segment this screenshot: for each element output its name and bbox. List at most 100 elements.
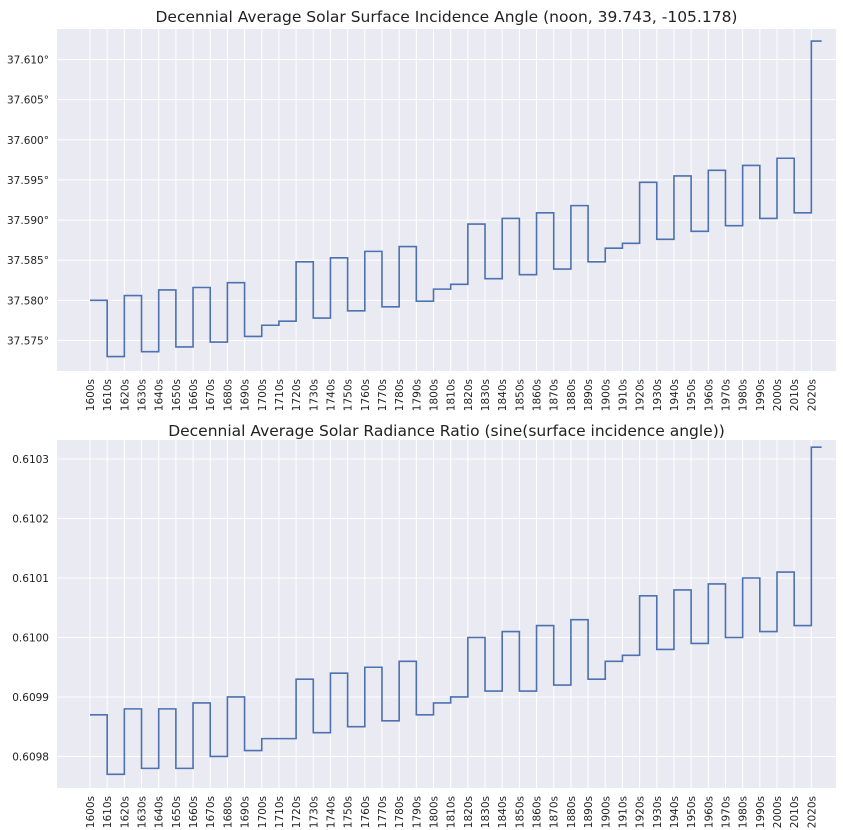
plot-area [57,440,836,788]
x-tick-label: 1790s [411,796,423,828]
y-tick-label: 37.600° [7,135,49,147]
x-tick-label: 1690s [240,379,252,411]
x-tick-label: 1880s [566,379,578,411]
chart-title: Decennial Average Solar Surface Incidenc… [156,8,738,26]
y-tick-label: 0.6101 [12,573,49,585]
x-tick-label: 2000s [772,379,784,411]
y-tick-label: 37.605° [7,95,49,107]
x-tick-label: 1950s [686,796,698,828]
series-line [90,40,822,358]
x-tick-label: 1830s [480,796,492,828]
x-tick-label: 1730s [308,379,320,411]
x-tick-label: 1900s [600,796,612,828]
x-tick-label: 1650s [171,796,183,828]
y-tick-label: 37.585° [7,255,49,267]
x-tick-label: 1960s [703,379,715,411]
x-tick-label: 1910s [617,796,629,828]
y-tick-label: 0.6100 [12,632,49,644]
x-tick-label: 1900s [600,379,612,411]
x-tick-label: 1890s [583,379,595,411]
x-tick-label: 1640s [154,796,166,828]
x-tick-label: 1710s [274,796,286,828]
x-tick-label: 1720s [291,796,303,828]
x-tick-label: 1870s [549,796,561,828]
x-tick-label: 1760s [360,796,372,828]
x-tick-label: 1810s [446,796,458,828]
y-tick-label: 37.590° [7,215,49,227]
x-tick-label: 1730s [308,796,320,828]
x-tick-label: 2000s [772,796,784,828]
x-tick-label: 1780s [394,796,406,828]
chart-panel-2: 0.6098 0.6099 0.6100 0.6101 0.6102 0.6103 1600… [12,422,836,828]
x-tick-label: 1940s [669,796,681,828]
x-tick-label: 1760s [360,379,372,411]
y-tick-label: 37.610° [7,55,49,67]
plot-area [57,29,836,371]
x-tick-label: 1750s [343,796,355,828]
chart-panel-1: 37.575° 37.580° 37.585° 37.590° 37.595° 37.60… [7,8,836,411]
x-tick-label: 1910s [617,379,629,411]
x-tick-label: 1750s [343,379,355,411]
x-tick-label: 1600s [85,796,97,828]
x-tick-label: 1970s [720,796,732,828]
y-tick-label: 37.595° [7,175,49,187]
x-tick-label: 1820s [463,796,475,828]
x-tick-label: 1840s [497,379,509,411]
x-tick-label: 1680s [222,379,234,411]
series-line [90,446,822,776]
x-tick-label: 1840s [497,796,509,828]
x-tick-label: 1700s [257,796,269,828]
x-tick-label: 1630s [137,379,149,411]
x-tick-label: 1740s [325,379,337,411]
x-tick-label: 1980s [738,796,750,828]
x-tick-label: 2010s [789,379,801,411]
x-tick-label: 1850s [514,796,526,828]
x-tick-label: 1930s [652,796,664,828]
x-tick-label: 1830s [480,379,492,411]
x-tick-label: 1990s [755,796,767,828]
x-tick-label: 1720s [291,379,303,411]
x-tick-label: 1770s [377,796,389,828]
x-tick-label: 1780s [394,379,406,411]
x-tick-label: 1800s [429,379,441,411]
x-tick-label: 1930s [652,379,664,411]
x-tick-label: 1630s [137,796,149,828]
x-tick-label: 1990s [755,379,767,411]
x-tick-label: 1940s [669,379,681,411]
x-tick-label: 1600s [85,379,97,411]
x-tick-label: 1680s [222,796,234,828]
x-tick-label: 1850s [514,379,526,411]
x-tick-label: 1670s [205,379,217,411]
x-tick-label: 1620s [119,379,131,411]
y-tick-label: 0.6098 [12,751,49,763]
x-tick-label: 1880s [566,796,578,828]
x-tick-label: 1860s [532,796,544,828]
y-tick-label: 37.580° [7,295,49,307]
x-tick-label: 1790s [411,379,423,411]
x-tick-label: 1660s [188,379,200,411]
x-tick-label: 1890s [583,796,595,828]
x-tick-label: 1960s [703,796,715,828]
x-tick-label: 1690s [240,796,252,828]
y-tick-label: 37.575° [7,335,49,347]
y-tick-label: 0.6103 [12,454,49,466]
y-tick-label: 0.6099 [12,692,49,704]
x-tick-label: 1620s [119,796,131,828]
x-tick-label: 1710s [274,379,286,411]
x-tick-label: 2020s [806,379,818,411]
x-tick-label: 1950s [686,379,698,411]
x-tick-label: 1800s [429,796,441,828]
x-tick-label: 1670s [205,796,217,828]
x-tick-label: 2010s [789,796,801,828]
x-tick-label: 1650s [171,379,183,411]
x-tick-label: 1980s [738,379,750,411]
x-tick-label: 1640s [154,379,166,411]
x-tick-label: 1810s [446,379,458,411]
x-tick-label: 1870s [549,379,561,411]
x-tick-label: 1610s [102,379,114,411]
x-tick-label: 1770s [377,379,389,411]
x-tick-label: 1700s [257,379,269,411]
x-tick-label: 1660s [188,796,200,828]
x-tick-label: 1860s [532,379,544,411]
